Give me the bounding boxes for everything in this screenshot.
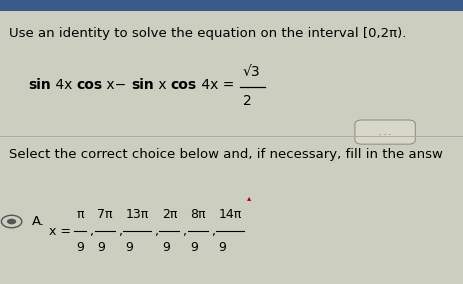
- Text: ,: ,: [119, 225, 122, 238]
- Text: A.: A.: [31, 215, 44, 228]
- Text: 9: 9: [76, 241, 84, 254]
- Text: 13π: 13π: [125, 208, 149, 221]
- Text: 9: 9: [218, 241, 226, 254]
- Text: 2π: 2π: [162, 208, 177, 221]
- Text: √3: √3: [242, 65, 260, 80]
- Text: . . .: . . .: [378, 128, 390, 137]
- Text: ▴: ▴: [246, 193, 250, 202]
- Text: sin: sin: [131, 78, 154, 92]
- Text: 2: 2: [242, 94, 251, 108]
- FancyBboxPatch shape: [354, 120, 414, 144]
- Text: ,: ,: [155, 225, 158, 238]
- Text: Select the correct choice below and, if necessary, fill in the answ: Select the correct choice below and, if …: [9, 148, 442, 161]
- Text: 9: 9: [190, 241, 198, 254]
- Text: 8π: 8π: [190, 208, 205, 221]
- Circle shape: [7, 219, 16, 224]
- Text: x−: x−: [102, 78, 131, 92]
- Text: 9: 9: [125, 241, 133, 254]
- Text: 4x =: 4x =: [196, 78, 234, 92]
- Text: ,: ,: [211, 225, 215, 238]
- Text: 9: 9: [162, 241, 169, 254]
- Text: ,: ,: [90, 225, 94, 238]
- Text: π: π: [76, 208, 84, 221]
- Text: 4x: 4x: [50, 78, 76, 92]
- Text: 7π: 7π: [97, 208, 113, 221]
- Text: ,: ,: [183, 225, 187, 238]
- Text: cos: cos: [170, 78, 196, 92]
- Text: sin: sin: [28, 78, 50, 92]
- Text: x =: x =: [49, 225, 70, 238]
- Text: cos: cos: [76, 78, 102, 92]
- Text: 14π: 14π: [218, 208, 241, 221]
- FancyBboxPatch shape: [0, 0, 463, 11]
- Text: x: x: [154, 78, 170, 92]
- Text: 9: 9: [97, 241, 105, 254]
- Text: Use an identity to solve the equation on the interval [0,2π).: Use an identity to solve the equation on…: [9, 27, 406, 40]
